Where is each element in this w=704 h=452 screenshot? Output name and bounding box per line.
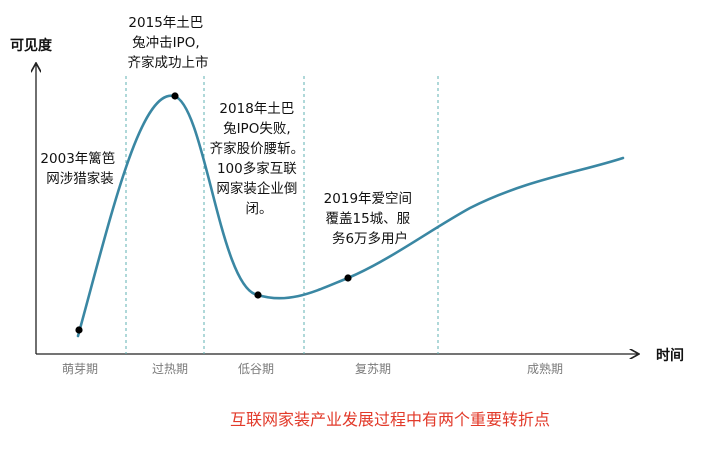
milestone-point-2015 [171, 92, 179, 100]
y-axis-title: 可见度 [10, 37, 53, 54]
milestone-point-2018 [254, 291, 262, 299]
milestone-point-2019 [344, 274, 352, 282]
annotation-line: 兔冲击IPO, [132, 35, 200, 51]
phase-label-maturity: 成熟期 [527, 361, 563, 376]
phase-label-germination: 萌芽期 [62, 362, 98, 376]
annotation-line: 2015年土巴 [128, 15, 203, 31]
phase-label-recovery: 复苏期 [355, 362, 391, 376]
annotation-line: 2018年土巴 [219, 101, 294, 117]
annotation-2015: 2015年土巴 兔冲击IPO, 齐家成功上市 [128, 15, 209, 71]
phase-label-overheat: 过热期 [152, 362, 188, 376]
annotation-line: 网涉猎家装 [46, 170, 114, 187]
annotation-2019: 2019年爱空间 覆盖15城、服 务6万多用户 [324, 191, 417, 247]
x-axis-title: 时间 [656, 347, 684, 364]
annotation-2018: 2018年土巴 兔IPO失败, 齐家股价腰斩。 100多家互联 网家装企业倒 闭… [210, 101, 309, 217]
annotation-line: 齐家成功上市 [128, 54, 209, 71]
annotation-line: 兔IPO失败, [223, 121, 291, 137]
annotation-2003: 2003年篱笆 网涉猎家装 [40, 151, 119, 187]
annotation-line: 2019年爱空间 [324, 191, 412, 207]
annotation-line: 闭。 [246, 201, 273, 217]
annotation-line: 100多家互联 [217, 160, 297, 177]
milestone-point-2003 [75, 326, 83, 334]
diagram-caption: 互联网家装产业发展过程中有两个重要转折点 [230, 410, 550, 429]
annotation-line: 覆盖15城、服 [326, 211, 411, 227]
phase-label-trough: 低谷期 [238, 362, 274, 376]
annotation-line: 务6万多用户 [332, 230, 408, 247]
annotation-line: 网家装企业倒 [216, 180, 297, 197]
annotation-line: 齐家股价腰斩。 [210, 140, 305, 157]
annotation-line: 2003年篱笆 [40, 151, 115, 167]
